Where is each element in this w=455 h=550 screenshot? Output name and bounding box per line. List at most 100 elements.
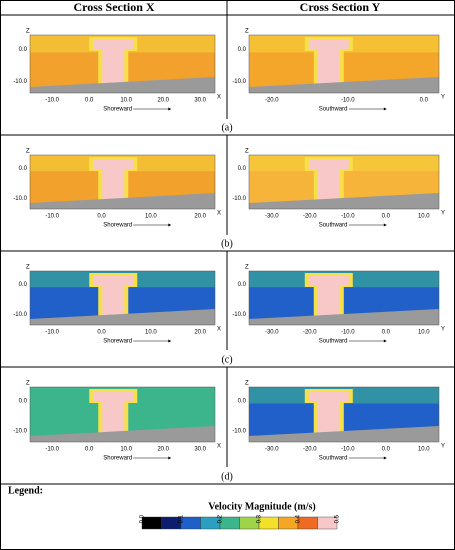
direction-arrow-head	[383, 339, 387, 343]
jet-core	[102, 161, 125, 209]
axis-z: Z	[26, 381, 30, 387]
plot-frame	[29, 34, 216, 94]
x-tick-label: -30.0	[265, 447, 279, 453]
colorbar-tick-label: 0.2	[218, 514, 224, 523]
axis-name: Y	[441, 95, 445, 101]
x-tick-label: 0.0	[97, 214, 106, 220]
axis-name: X	[217, 327, 221, 333]
axis-name: Y	[441, 327, 445, 333]
x-tick-label: 10.0	[145, 214, 157, 220]
direction-label: Southward	[319, 339, 348, 345]
z-tick-label: 0.0	[238, 166, 247, 172]
direction-label: Shoreward	[103, 456, 132, 462]
colorbar-tick-label: 0.3	[257, 514, 263, 523]
colorbar-tick-label: 0.4	[296, 514, 302, 523]
x-tick-label: 10.0	[120, 98, 132, 104]
seabed	[30, 309, 215, 325]
axis-z: Z	[245, 265, 249, 271]
z-tick-label: 0.0	[238, 282, 247, 288]
z-tick-label: -10.0	[232, 429, 246, 435]
direction-label: Southward	[319, 223, 348, 229]
axis-name: X	[217, 444, 221, 450]
x-tick-label: 0.0	[382, 330, 391, 336]
plot-frame	[29, 154, 216, 210]
x-tick-label: -10.0	[45, 98, 59, 104]
jet-core	[102, 41, 125, 93]
colorbar-tick-label: 0.5	[335, 514, 341, 523]
direction-arrow-head	[168, 223, 172, 227]
panel-label: (b)	[221, 238, 233, 249]
x-tick-label: 30.0	[194, 98, 206, 104]
x-tick-label: -10.0	[45, 214, 59, 220]
z-tick-label: 0.0	[19, 282, 28, 288]
direction-arrow-head	[168, 107, 172, 111]
z-tick-label: 0.0	[238, 47, 247, 53]
colorbar-tick-label: 0.0	[140, 514, 146, 523]
jet-core	[102, 393, 125, 442]
x-tick-label: 20.0	[194, 330, 206, 336]
direction-label: Shoreward	[103, 339, 132, 345]
panel-label: (d)	[221, 471, 233, 482]
z-tick-label: -10.0	[232, 196, 246, 202]
x-tick-label: -20.0	[303, 330, 317, 336]
direction-label: Southward	[319, 107, 348, 113]
x-tick-label: 20.0	[194, 214, 206, 220]
jet-core	[317, 277, 340, 325]
axis-z: Z	[245, 381, 249, 387]
x-tick-label: 0.0	[382, 214, 391, 220]
x-tick-label: -30.0	[265, 214, 279, 220]
plot-frame	[248, 154, 440, 210]
seabed	[249, 309, 439, 325]
x-tick-label: -30.0	[265, 330, 279, 336]
jet-core	[317, 161, 340, 209]
axis-z: Z	[245, 149, 249, 155]
panel-label: (c)	[221, 354, 232, 365]
colorbar-cell	[317, 516, 338, 530]
plot-frame	[29, 386, 216, 443]
column-title: Cross Section X	[73, 0, 154, 14]
jet-core	[102, 277, 125, 325]
x-tick-label: 0.0	[97, 330, 106, 336]
axis-name: X	[217, 95, 221, 101]
jet-core	[317, 393, 340, 442]
direction-label: Shoreward	[103, 107, 132, 113]
x-tick-label: -10.0	[45, 447, 59, 453]
direction-arrow-head	[168, 339, 172, 343]
direction-arrow-head	[168, 456, 172, 460]
z-tick-label: 0.0	[19, 166, 28, 172]
direction-arrow-head	[383, 223, 387, 227]
x-tick-label: -10.0	[341, 214, 355, 220]
axis-z: Z	[245, 29, 249, 35]
plot-frame	[29, 270, 216, 326]
x-tick-label: 10.0	[418, 330, 430, 336]
x-tick-label: -10.0	[45, 330, 59, 336]
z-tick-label: -10.0	[232, 79, 246, 85]
x-tick-label: -20.0	[265, 98, 279, 104]
x-tick-label: 20.0	[157, 447, 169, 453]
x-tick-label: -10.0	[341, 447, 355, 453]
legend-title: Legend:	[8, 485, 43, 496]
plot-frame	[248, 34, 440, 94]
x-tick-label: 20.0	[157, 98, 169, 104]
axis-name: Y	[441, 444, 445, 450]
direction-label: Shoreward	[103, 223, 132, 229]
x-tick-label: 0.0	[382, 447, 391, 453]
plot-frame	[248, 270, 440, 326]
seabed	[30, 426, 215, 442]
direction-label: Southward	[319, 456, 348, 462]
z-tick-label: 0.0	[19, 398, 28, 404]
x-tick-label: -20.0	[303, 214, 317, 220]
axis-z: Z	[26, 265, 30, 271]
panel-label: (a)	[221, 122, 232, 133]
x-tick-label: -10.0	[341, 98, 355, 104]
column-title: Cross Section Y	[300, 0, 381, 14]
x-tick-label: 0.0	[85, 98, 94, 104]
x-tick-label: 0.0	[420, 98, 429, 104]
z-tick-label: -10.0	[13, 196, 27, 202]
colorbar-title: Velocity Magnitude (m/s)	[208, 501, 315, 512]
axis-name: X	[217, 211, 221, 217]
x-tick-label: 10.0	[120, 447, 132, 453]
plot-frame	[248, 386, 440, 443]
direction-arrow-head	[383, 107, 387, 111]
